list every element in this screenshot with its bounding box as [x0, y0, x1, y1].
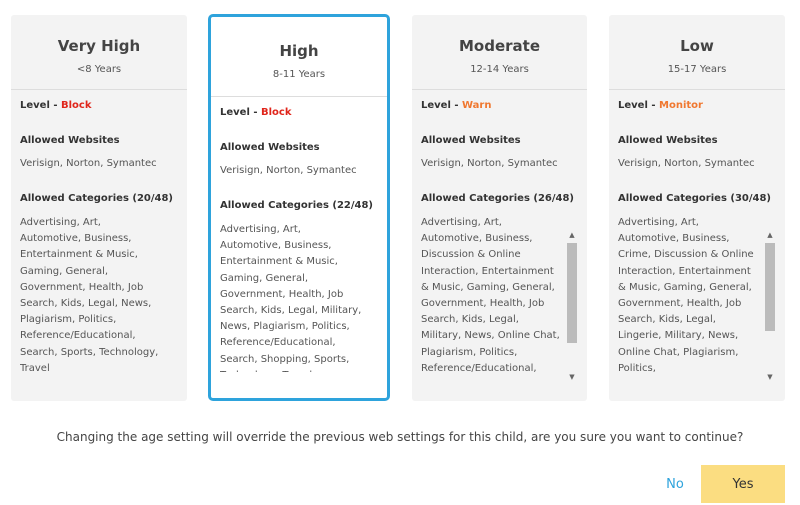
scroll-down-icon[interactable]: ▼ — [767, 373, 773, 381]
level: Level - Block — [220, 107, 378, 118]
scroll-thumb[interactable] — [567, 243, 577, 343]
age-card-moderate[interactable]: Moderate 12-14 Years Level - Warn Allowed… — [412, 15, 587, 401]
card-title: Very High — [57, 37, 141, 55]
categories-label: Allowed Categories (26/48) — [421, 193, 575, 204]
scroll-up-icon[interactable]: ▲ — [767, 231, 773, 239]
level: Level - Warn — [421, 100, 578, 111]
categories-label: Allowed Categories (30/48) — [618, 193, 772, 204]
websites-label: Allowed Websites — [618, 135, 718, 146]
websites-list: Verisign, Norton, Symantec — [618, 158, 755, 169]
card-age-range: 15-17 Years — [667, 64, 727, 75]
card-age-range: 12-14 Years — [470, 64, 529, 75]
categories-list: Advertising, Art, Automotive, Business, … — [220, 224, 362, 372]
level-value: Block — [261, 107, 292, 118]
no-button[interactable]: No — [666, 477, 684, 492]
scroll-down-icon[interactable]: ▼ — [569, 373, 575, 381]
level-value: Block — [61, 100, 92, 111]
categories-list: Advertising, Art, Automotive, Business, … — [618, 217, 754, 374]
websites-label: Allowed Websites — [421, 135, 521, 146]
age-card-very-high[interactable]: Very High <8 Years Level - Block Allowed … — [11, 15, 187, 401]
age-card-low[interactable]: Low 15-17 Years Level - Monitor Allowed W… — [609, 15, 785, 401]
level-label: Level - — [20, 100, 61, 111]
scrollbar[interactable]: ▲ ▼ — [765, 231, 775, 387]
level-label: Level - — [220, 107, 261, 118]
level-label: Level - — [421, 100, 462, 111]
card-title: High — [279, 42, 319, 60]
level-value: Monitor — [659, 100, 703, 111]
categories-label: Allowed Categories (22/48) — [220, 200, 374, 211]
confirmation-message: Changing the age setting will override t… — [56, 430, 744, 444]
categories-label: Allowed Categories (20/48) — [20, 193, 174, 204]
level: Level - Monitor — [618, 100, 776, 111]
card-age-range: <8 Years — [76, 64, 122, 75]
scroll-thumb[interactable] — [765, 243, 775, 331]
scrollbar[interactable]: ▲ ▼ — [567, 231, 577, 387]
card-title: Low — [680, 37, 714, 55]
card-title: Moderate — [458, 37, 540, 55]
websites-list: Verisign, Norton, Symantec — [421, 158, 558, 169]
yes-button[interactable]: Yes — [701, 465, 785, 503]
categories-list: Advertising, Art, Automotive, Business, … — [421, 217, 560, 374]
level: Level - Block — [20, 100, 178, 111]
websites-list: Verisign, Norton, Symantec — [220, 165, 357, 176]
card-age-range: 8-11 Years — [272, 69, 326, 80]
scroll-up-icon[interactable]: ▲ — [569, 231, 575, 239]
websites-label: Allowed Websites — [20, 135, 120, 146]
categories-list: Advertising, Art, Automotive, Business, … — [20, 217, 159, 374]
websites-label: Allowed Websites — [220, 142, 320, 153]
level-label: Level - — [618, 100, 659, 111]
websites-list: Verisign, Norton, Symantec — [20, 158, 157, 169]
level-value: Warn — [462, 100, 492, 111]
age-card-high[interactable]: High 8-11 Years Level - Block Allowed Web… — [208, 14, 390, 401]
